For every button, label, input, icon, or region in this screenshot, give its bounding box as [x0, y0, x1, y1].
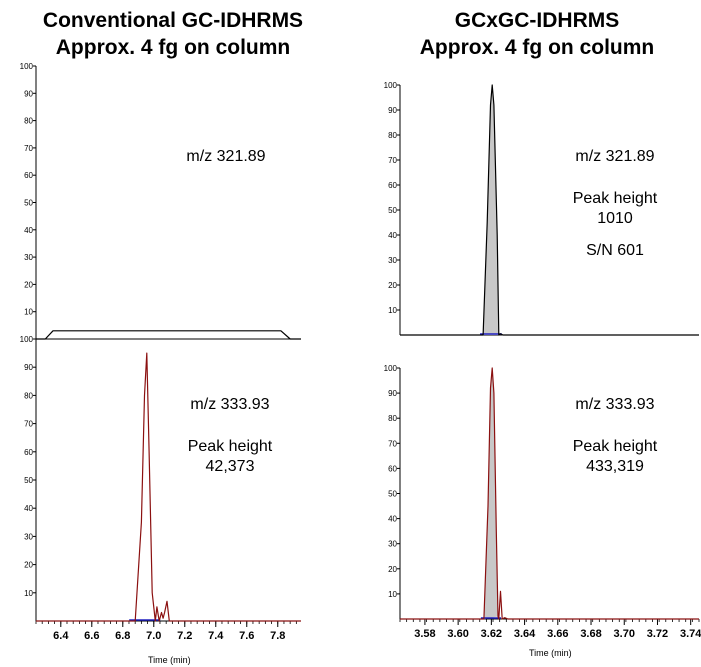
annotation-line: S/N 601: [586, 242, 644, 259]
y-tick-label-right-top: 30: [388, 256, 397, 265]
y-tick-label-right-bottom: 80: [388, 414, 397, 423]
y-tick-label-right-bottom: 100: [384, 364, 398, 373]
annotation-line: m/z 321.89: [575, 148, 655, 165]
y-tick-label-left-top: 100: [20, 62, 34, 71]
y-tick-label-right-top: 50: [388, 206, 397, 215]
annotation-right-bottom: m/z 333.93 Peak height 433,319: [545, 395, 685, 477]
panel-right-top: 10 20 30 40 50 60 70 80 90 100: [384, 81, 699, 336]
x-tick-label-right-bottom: 3.70: [614, 628, 635, 640]
annotation-left-bottom: m/z 333.93 Peak height 42,373: [160, 395, 300, 477]
x-tick-label-left-bottom: 7.0: [146, 630, 161, 642]
trace-right-bottom: [400, 367, 699, 620]
panel-left-top: 10 20 30 40 50 60 70 80 90 100: [20, 62, 301, 340]
y-tick-label-left-bottom: 50: [24, 476, 33, 485]
right-column-title: GCxGC-IDHRMS Approx. 4 fg on column: [372, 7, 701, 61]
annotation-line: 1010: [597, 210, 633, 227]
y-tick-label-right-top: 60: [388, 181, 397, 190]
y-tick-label-right-top: 10: [388, 306, 397, 315]
y-tick-label-left-bottom: 10: [24, 589, 33, 598]
left-column-title: Conventional GC-IDHRMS Approx. 4 fg on c…: [8, 7, 338, 61]
trace-left-bottom: [36, 352, 301, 622]
y-tick-label-right-bottom: 40: [388, 515, 397, 524]
annotation-line: m/z 333.93: [190, 396, 270, 413]
y-tick-label-left-top: 40: [24, 226, 33, 235]
y-tick-label-right-top: 90: [388, 106, 397, 115]
y-tick-label-right-top: 80: [388, 131, 397, 140]
y-tick-label-left-top: 90: [24, 89, 33, 98]
y-tick-label-left-top: 70: [24, 144, 33, 153]
y-tick-label-right-bottom: 90: [388, 389, 397, 398]
annotation-right-top: m/z 321.89 Peak height 1010 S/N 601: [545, 147, 685, 261]
trace-right-top: [400, 84, 699, 336]
y-tick-label-right-top: 20: [388, 281, 397, 290]
panel-left-bottom: 10 20 30 40 50 60 70 80 90 100 6.4 6.6 6.8 7.0 7.2 7.4 7…: [20, 335, 301, 642]
y-tick-label-left-bottom: 100: [20, 335, 34, 344]
annotation-line: 433,319: [586, 458, 644, 475]
x-tick-label-left-bottom: 7.8: [270, 630, 285, 642]
y-tick-label-left-bottom: 60: [24, 448, 33, 457]
y-tick-label-left-top: 80: [24, 117, 33, 126]
x-tick-label-right-bottom: 3.68: [580, 628, 601, 640]
left-title-line2: Approx. 4 fg on column: [55, 36, 291, 59]
annotation-line: m/z 333.93: [575, 396, 655, 413]
x-tick-label-left-bottom: 7.2: [177, 630, 192, 642]
y-tick-label-left-bottom: 20: [24, 561, 33, 570]
x-tick-label-left-bottom: 7.4: [208, 630, 224, 642]
y-tick-label-right-top: 70: [388, 156, 397, 165]
y-tick-label-right-bottom: 70: [388, 439, 397, 448]
annotation-line: Peak height: [572, 438, 658, 455]
y-tick-label-right-bottom: 60: [388, 464, 397, 473]
x-tick-label-right-bottom: 3.74: [680, 628, 701, 640]
x-tick-label-right-bottom: 3.64: [514, 628, 536, 640]
y-tick-label-right-top: 40: [388, 231, 397, 240]
trace-left-top: [36, 330, 301, 340]
y-tick-label-left-bottom: 80: [24, 391, 33, 400]
annotation-line: m/z 321.89: [186, 148, 266, 165]
right-x-axis-label: Time (min): [529, 648, 572, 658]
x-tick-label-left-bottom: 6.4: [53, 630, 69, 642]
y-tick-label-left-bottom: 40: [24, 504, 33, 513]
annotation-line: Peak height: [187, 438, 273, 455]
panel-right-bottom: 10 20 30 40 50 60 70 80 90 100 3.58 3.60 3.62 3.64 3.6…: [384, 364, 701, 640]
y-tick-label-left-bottom: 30: [24, 532, 33, 541]
y-tick-label-right-bottom: 10: [388, 590, 397, 599]
y-tick-label-left-top: 10: [24, 308, 33, 317]
y-tick-label-left-bottom: 90: [24, 363, 33, 372]
left-title-line1: Conventional GC-IDHRMS: [42, 9, 304, 32]
x-tick-label-right-bottom: 3.66: [547, 628, 568, 640]
x-tick-label-right-bottom: 3.72: [647, 628, 668, 640]
y-tick-label-right-bottom: 30: [388, 540, 397, 549]
x-tick-label-right-bottom: 3.62: [481, 628, 502, 640]
annotation-line: 42,373: [205, 458, 255, 475]
y-tick-label-right-top: 100: [384, 81, 398, 90]
right-title-line2: Approx. 4 fg on column: [419, 36, 655, 59]
y-tick-label-left-top: 50: [24, 199, 33, 208]
y-tick-label-left-bottom: 70: [24, 420, 33, 429]
right-title-line1: GCxGC-IDHRMS: [454, 9, 620, 32]
x-tick-label-left-bottom: 6.6: [84, 630, 99, 642]
x-tick-label-right-bottom: 3.58: [414, 628, 435, 640]
x-tick-label-right-bottom: 3.60: [447, 628, 468, 640]
x-tick-label-left-bottom: 6.8: [115, 630, 130, 642]
left-x-axis-label: Time (min): [148, 655, 191, 665]
y-tick-label-right-bottom: 20: [388, 565, 397, 574]
y-tick-label-left-top: 30: [24, 253, 33, 262]
y-tick-label-right-bottom: 50: [388, 490, 397, 499]
annotation-left-top: m/z 321.89: [156, 147, 296, 167]
y-tick-label-left-top: 60: [24, 171, 33, 180]
annotation-line: Peak height: [572, 190, 658, 207]
x-tick-label-left-bottom: 7.6: [239, 630, 254, 642]
y-tick-label-left-top: 20: [24, 280, 33, 289]
